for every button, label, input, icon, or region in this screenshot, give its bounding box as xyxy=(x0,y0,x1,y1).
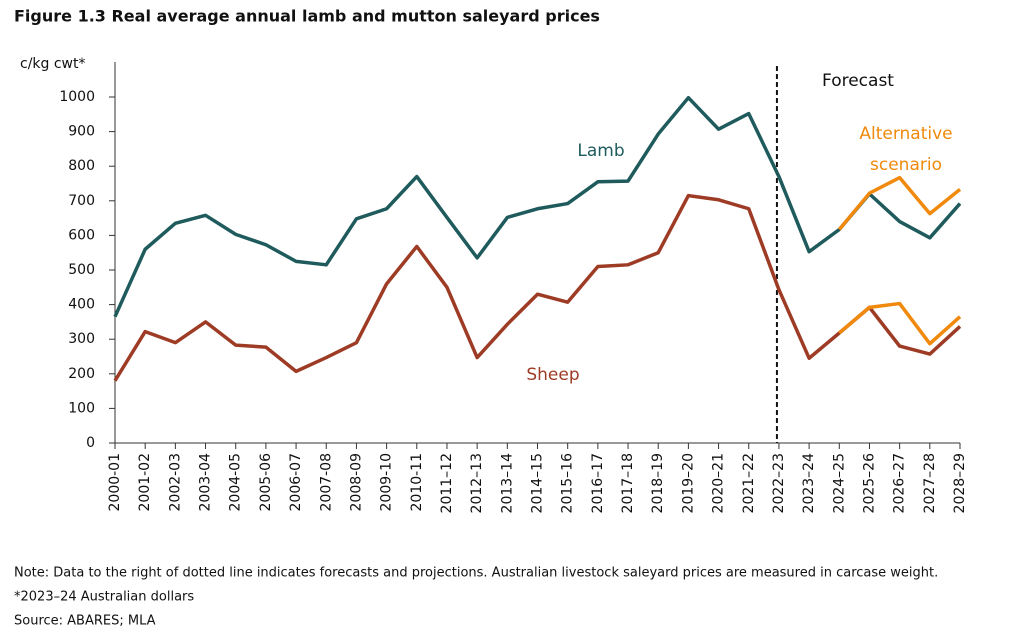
x-tick-label: 2004-05 xyxy=(228,453,244,512)
note: Note: Data to the right of dotted line i… xyxy=(14,566,938,581)
x-tick-label: 2008-09 xyxy=(348,453,364,512)
x-tick-label: 2025–26 xyxy=(861,453,877,514)
annotation: Forecast xyxy=(822,71,894,91)
y-tick-label: 900 xyxy=(68,124,95,140)
annotation: Alternative xyxy=(859,124,952,144)
x-tick-label: 2027–28 xyxy=(922,453,938,513)
x-tick-label: 2020–21 xyxy=(711,453,727,513)
x-tick-label: 2006-07 xyxy=(288,453,304,512)
x-tick-label: 2019–20 xyxy=(680,453,696,513)
chart-title: Figure 1.3 Real average annual lamb and … xyxy=(14,7,600,26)
note: *2023–24 Australian dollars xyxy=(14,590,194,605)
x-tick-label: 2011–12 xyxy=(439,453,455,513)
y-tick-label: 800 xyxy=(68,158,95,174)
x-tick-label: 2010-11 xyxy=(409,453,425,512)
x-tick-label: 2018–19 xyxy=(650,453,666,513)
x-tick-label: 2028–29 xyxy=(952,453,968,513)
x-tick-label: 2015–16 xyxy=(560,453,576,514)
x-tick-label: 2000-01 xyxy=(107,453,123,512)
x-tick-label: 2016–17 xyxy=(590,453,606,513)
y-tick-label: 400 xyxy=(68,297,95,313)
y-tick-label: 600 xyxy=(68,227,95,243)
y-tick-label: 1000 xyxy=(59,89,95,105)
x-tick-label: 2023–24 xyxy=(801,453,817,514)
x-tick-label: 2014–15 xyxy=(530,453,546,513)
x-tick-label: 2026–27 xyxy=(892,453,908,513)
x-tick-label: 2017–18 xyxy=(620,453,636,513)
series-line xyxy=(113,193,962,382)
x-tick-label: 2024–25 xyxy=(831,453,847,513)
x-tick-label: 2007-08 xyxy=(318,453,334,512)
y-tick-label: 500 xyxy=(68,262,95,278)
annotation: Sheep xyxy=(526,365,579,385)
x-tick-label: 2002-03 xyxy=(167,453,183,512)
y-axis-label: c/kg cwt* xyxy=(20,56,86,72)
series-line xyxy=(837,175,962,231)
y-tick-label: 300 xyxy=(68,331,95,347)
y-tick-label: 0 xyxy=(86,435,95,451)
y-tick-label: 200 xyxy=(68,366,95,382)
x-tick-label: 2001-02 xyxy=(137,453,153,512)
x-tick-label: 2005-06 xyxy=(258,453,274,512)
x-tick-label: 2021–22 xyxy=(741,453,757,513)
note: Source: ABARES; MLA xyxy=(14,614,156,629)
x-tick-label: 2012–13 xyxy=(469,453,485,513)
x-tick-label: 2003-04 xyxy=(198,453,214,512)
y-tick-label: 100 xyxy=(68,400,95,416)
y-tick-label: 700 xyxy=(68,193,95,209)
x-tick-label: 2009-10 xyxy=(379,453,395,512)
series-line xyxy=(838,301,962,346)
series-line xyxy=(113,95,962,318)
x-tick-label: 2013–14 xyxy=(499,453,515,514)
x-tick-label: 2022–23 xyxy=(771,453,787,513)
annotation: scenario xyxy=(870,155,942,175)
annotation: Lamb xyxy=(577,141,624,161)
